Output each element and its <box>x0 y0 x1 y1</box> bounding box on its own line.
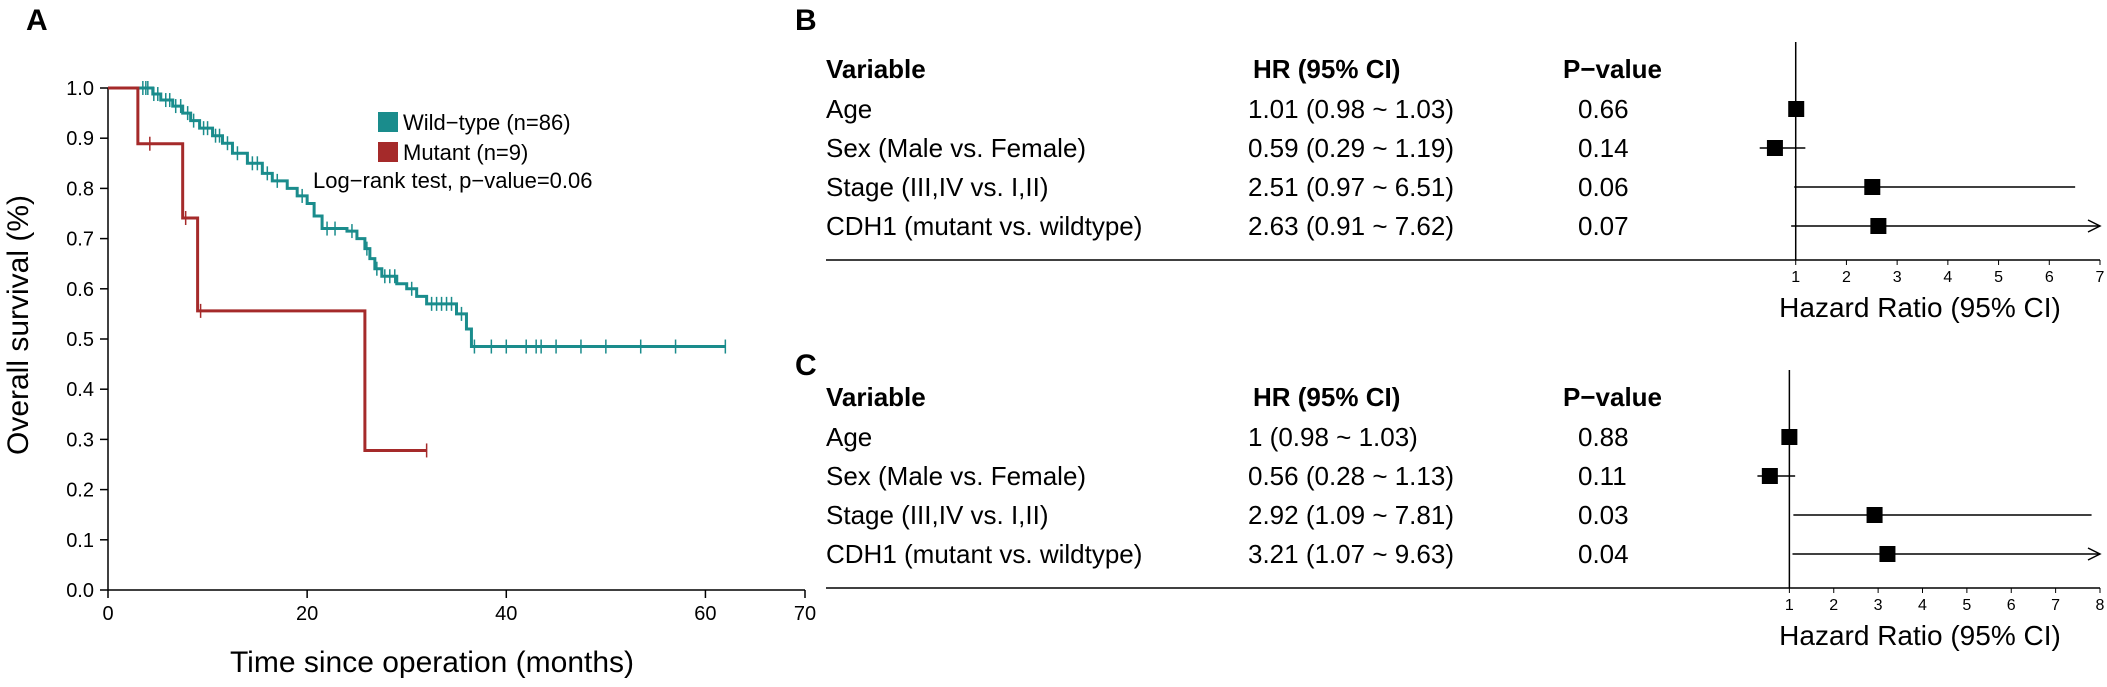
km-x-tick-label: 70 <box>794 603 816 625</box>
forest-variable-label: Sex (Male vs. Female) <box>826 461 1086 491</box>
panel-letter-c: C <box>795 349 817 382</box>
forest-x-tick-label: 4 <box>1943 269 1952 286</box>
km-series <box>108 81 727 458</box>
forest-variable-label: Age <box>826 422 872 452</box>
forest-pvalue: 0.03 <box>1578 500 1629 530</box>
forest-variable-label: CDH1 (mutant vs. wildtype) <box>826 211 1142 241</box>
forest-hr-text: 3.21 (1.07 ~ 9.63) <box>1248 539 1454 569</box>
km-y-tick-label: 0.4 <box>66 379 94 401</box>
forest-x-tick-label: 8 <box>2096 597 2105 614</box>
km-y-tick-label: 0.3 <box>66 429 94 451</box>
forest-x-tick-label: 1 <box>1791 269 1800 286</box>
forest-x-tick-label: 2 <box>1842 269 1851 286</box>
forest-x-tick-label: 3 <box>1874 597 1883 614</box>
km-y-tick-label: 1.0 <box>66 78 94 100</box>
km-y-tick-label: 0.8 <box>66 178 94 200</box>
forest-header-pvalue: P−value <box>1563 54 1662 84</box>
forest-x-tick-label: 5 <box>1962 597 1971 614</box>
forest-point-estimate <box>1761 468 1778 484</box>
forest-point-estimate <box>1864 179 1881 195</box>
forest-ci-arrow <box>2087 219 2102 233</box>
km-axes: 0.0 0.1 0.2 0.3 0.4 0.5 0.6 0.7 0.8 0.9 1.0 0 20 40 60… <box>66 78 816 625</box>
forest-x-tick-label: 2 <box>1829 597 1838 614</box>
km-curve-mutant <box>108 86 427 452</box>
forest-header-hr: HR (95% CI) <box>1253 382 1400 412</box>
forest-x-tick-label: 4 <box>1918 597 1927 614</box>
km-legend: Wild−type (n=86) Mutant (n=9) Log−rank t… <box>313 110 593 193</box>
forest-plot-b: Variable HR (95% CI) P−value Age 1.01 (0.98 … <box>826 42 2105 323</box>
forest-ci-arrow <box>2087 547 2102 561</box>
panel-letter-a: A <box>26 4 48 37</box>
forest-hr-text: 2.51 (0.97 ~ 6.51) <box>1248 172 1454 202</box>
km-x-tick-label: 0 <box>102 603 113 625</box>
km-y-tick-label: 0.0 <box>66 580 94 602</box>
legend-swatch-mutant <box>378 142 398 162</box>
forest-plot-c: Variable HR (95% CI) P−value Age 1 (0.98 ~ 1… <box>826 370 2105 651</box>
forest-hr-text: 0.59 (0.29 ~ 1.19) <box>1248 133 1454 163</box>
forest-pvalue: 0.06 <box>1578 172 1629 202</box>
km-y-tick-label: 0.6 <box>66 279 94 301</box>
forest-hr-text: 2.92 (1.09 ~ 7.81) <box>1248 500 1454 530</box>
forest-variable-label: Stage (III,IV vs. I,II) <box>826 500 1049 530</box>
forest-pvalue: 0.88 <box>1578 422 1629 452</box>
km-x-tick-label: 20 <box>296 603 318 625</box>
legend-swatch-wildtype <box>378 112 398 132</box>
forest-point-estimate <box>1866 507 1883 523</box>
km-x-tick-label: 40 <box>495 603 517 625</box>
forest-hr-text: 0.56 (0.28 ~ 1.13) <box>1248 461 1454 491</box>
forest-header-variable: Variable <box>826 54 926 84</box>
legend-label-mutant: Mutant (n=9) <box>403 140 528 165</box>
forest-point-estimate <box>1879 546 1896 562</box>
km-y-axis-title: Overall survival (%) <box>2 195 35 455</box>
forest-hr-text: 1 (0.98 ~ 1.03) <box>1248 422 1418 452</box>
forest-point-estimate <box>1766 140 1783 156</box>
panel-letter-b: B <box>795 4 817 37</box>
forest-pvalue: 0.14 <box>1578 133 1629 163</box>
km-y-tick-label: 0.2 <box>66 480 94 502</box>
km-y-tick-label: 0.1 <box>66 530 94 552</box>
km-y-tick-label: 0.7 <box>66 229 94 251</box>
forest-pvalue: 0.07 <box>1578 211 1629 241</box>
km-y-tick-label: 0.9 <box>66 128 94 150</box>
forest-header-hr: HR (95% CI) <box>1253 54 1400 84</box>
forest-hr-text: 2.63 (0.91 ~ 7.62) <box>1248 211 1454 241</box>
forest-x-tick-label: 5 <box>1994 269 2003 286</box>
forest-x-axis-title: Hazard Ratio (95% CI) <box>1779 620 2061 651</box>
forest-x-axis-title: Hazard Ratio (95% CI) <box>1779 292 2061 323</box>
forest-header-variable: Variable <box>826 382 926 412</box>
forest-x-tick-label: 3 <box>1893 269 1902 286</box>
forest-x-tick-label: 6 <box>2007 597 2016 614</box>
logrank-annotation: Log−rank test, p−value=0.06 <box>313 168 593 193</box>
km-x-tick-label: 60 <box>694 603 716 625</box>
forest-variable-label: Stage (III,IV vs. I,II) <box>826 172 1049 202</box>
forest-pvalue: 0.04 <box>1578 539 1629 569</box>
km-x-axis-title: Time since operation (months) <box>230 646 634 679</box>
forest-variable-label: CDH1 (mutant vs. wildtype) <box>826 539 1142 569</box>
km-curve-wildtype <box>108 86 726 349</box>
forest-x-tick-label: 7 <box>2096 269 2105 286</box>
forest-x-tick-label: 1 <box>1785 597 1794 614</box>
forest-hr-text: 1.01 (0.98 ~ 1.03) <box>1248 94 1454 124</box>
forest-header-pvalue: P−value <box>1563 382 1662 412</box>
forest-x-tick-label: 7 <box>2051 597 2060 614</box>
forest-x-tick-label: 6 <box>2045 269 2054 286</box>
legend-label-wildtype: Wild−type (n=86) <box>403 110 571 135</box>
forest-point-estimate <box>1870 218 1887 234</box>
forest-pvalue: 0.66 <box>1578 94 1629 124</box>
km-y-tick-label: 0.5 <box>66 329 94 351</box>
forest-pvalue: 0.11 <box>1578 461 1627 491</box>
forest-variable-label: Sex (Male vs. Female) <box>826 133 1086 163</box>
forest-variable-label: Age <box>826 94 872 124</box>
